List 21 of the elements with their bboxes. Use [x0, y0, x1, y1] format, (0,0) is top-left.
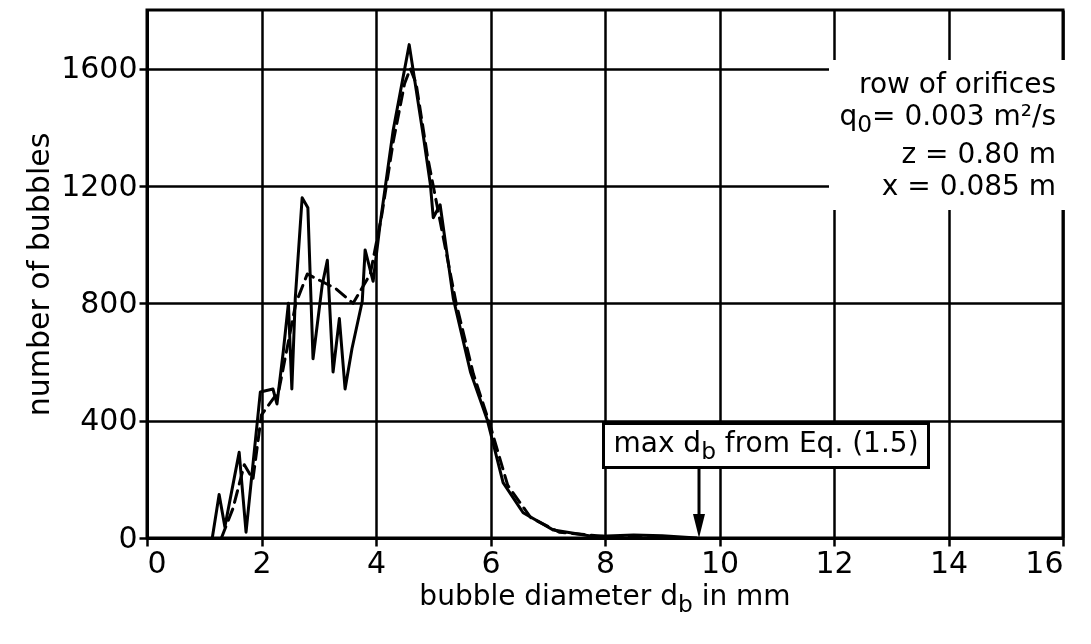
- annotation: q$_{0}$= 0.003 m²/s: [839, 99, 1056, 138]
- annotation: x = 0.085 m: [880, 168, 1056, 202]
- x-tick-label: 14: [929, 544, 969, 580]
- x-tick-label: 8: [595, 544, 616, 580]
- y-tick-label: 0: [118, 519, 138, 555]
- x-tick-label: 16: [1025, 544, 1064, 580]
- x-axis-title: bubble diameter d$_{b}$ in mm: [419, 579, 791, 618]
- x-tick-label: 4: [366, 544, 387, 580]
- y-tick-label: 1200: [61, 167, 138, 203]
- y-tick-label: 400: [80, 402, 138, 438]
- annotation: z = 0.80 m: [900, 136, 1056, 170]
- y-tick-label: 1600: [61, 50, 138, 86]
- x-tick-label: 6: [481, 544, 501, 580]
- y-axis-title: number of bubbles: [21, 132, 57, 417]
- x-tick-label: 2: [252, 544, 272, 580]
- x-tick-label: 12: [815, 544, 854, 580]
- x-tick-label: 10: [700, 544, 740, 580]
- y-tick-label: 800: [80, 284, 138, 320]
- x-tick-label: 0: [147, 544, 167, 580]
- annotation: row of orifices: [858, 67, 1056, 101]
- annotation: max d$_{b}$ from Eq. (1.5): [602, 422, 930, 470]
